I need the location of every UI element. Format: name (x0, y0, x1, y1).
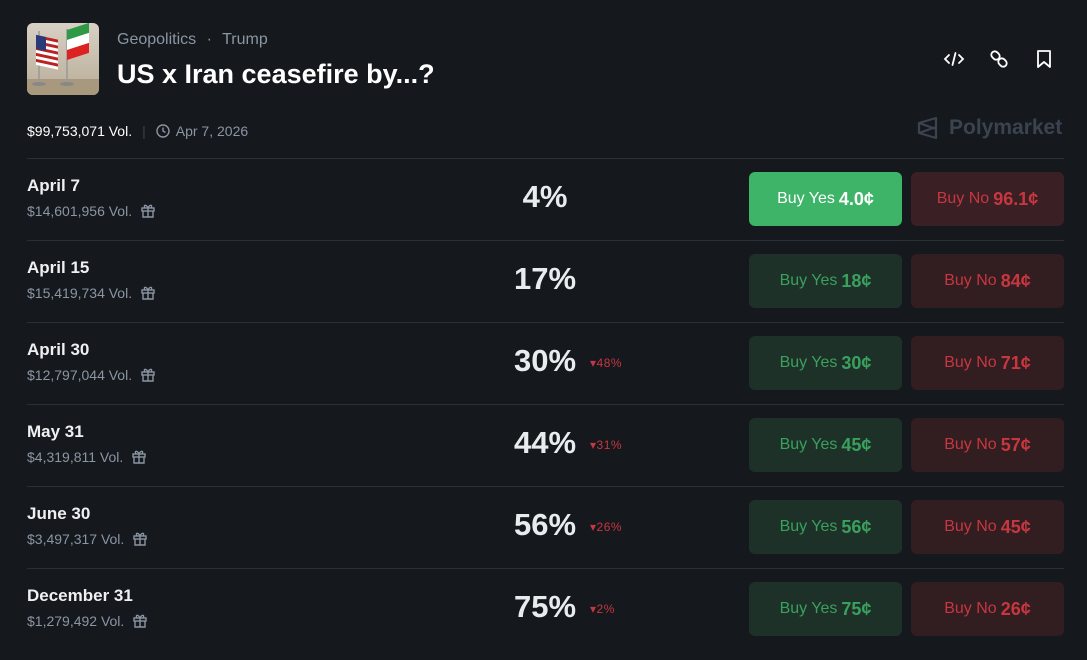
yes-price: 30¢ (841, 352, 872, 373)
divider: | (142, 123, 146, 139)
breadcrumb: Geopolitics · Trump (117, 31, 268, 49)
probability: 56% (513, 507, 577, 542)
polymarket-logo: Polymarket (916, 116, 1062, 140)
no-price: 96.1¢ (993, 188, 1039, 209)
volume-text: $3,497,317 Vol. (27, 531, 125, 547)
gift-icon[interactable] (140, 367, 156, 383)
market-image (27, 23, 99, 95)
no-price: 26¢ (1000, 598, 1031, 619)
tag-link[interactable]: Trump (222, 31, 268, 48)
buy-yes-button[interactable]: Buy Yes 75¢ (749, 582, 902, 636)
volume-text: $1,279,492 Vol. (27, 613, 125, 629)
no-price: 84¢ (1000, 270, 1031, 291)
buy-yes-button[interactable]: Buy Yes 45¢ (749, 418, 902, 472)
clock-icon (156, 124, 170, 138)
buy-yes-button[interactable]: Buy Yes 4.0¢ (749, 172, 902, 226)
buy-no-label: Buy No (944, 354, 997, 371)
buy-yes-label: Buy Yes (779, 354, 838, 371)
gift-icon[interactable] (140, 285, 156, 301)
market-volume: $1,279,492 Vol. (27, 613, 148, 629)
yes-price: 56¢ (841, 516, 872, 537)
total-volume: $99,753,071 Vol. (27, 123, 133, 139)
end-date: Apr 7, 2026 (156, 123, 248, 139)
buy-yes-label: Buy Yes (779, 272, 838, 289)
yes-price: 75¢ (841, 598, 872, 619)
volume-text: $14,601,956 Vol. (27, 203, 133, 219)
buy-no-label: Buy No (944, 600, 997, 617)
volume-text: $12,797,044 Vol. (27, 367, 133, 383)
link-icon[interactable] (988, 48, 1010, 70)
buy-yes-label: Buy Yes (777, 190, 835, 207)
gift-icon[interactable] (131, 449, 147, 465)
market-volume: $14,601,956 Vol. (27, 203, 156, 219)
category-link[interactable]: Geopolitics (117, 31, 197, 48)
change-indicator: ▾48% (590, 356, 623, 370)
change-indicator: ▾26% (590, 520, 623, 534)
buy-no-button[interactable]: Buy No 96.1¢ (911, 172, 1064, 226)
polymarket-logo-icon (917, 116, 938, 140)
volume-text: $15,419,734 Vol. (27, 285, 133, 301)
buy-no-button[interactable]: Buy No 26¢ (911, 582, 1064, 636)
buy-yes-label: Buy Yes (779, 518, 838, 535)
market-volume: $3,497,317 Vol. (27, 531, 148, 547)
probability: 17% (513, 261, 577, 296)
no-price: 57¢ (1000, 434, 1031, 455)
market-volume: $12,797,044 Vol. (27, 367, 156, 383)
market-name: April 15 (27, 258, 90, 277)
probability: 4% (522, 179, 568, 214)
probability: 75% (513, 589, 577, 624)
buy-no-button[interactable]: Buy No 84¢ (911, 254, 1064, 308)
buy-no-label: Buy No (936, 190, 990, 207)
market-volume: $4,319,811 Vol. (27, 449, 147, 465)
market-name: April 30 (27, 340, 90, 359)
market-row[interactable]: May 31 $4,319,811 Vol. 44% ▾31% Buy Yes 4… (27, 404, 1064, 486)
buy-yes-button[interactable]: Buy Yes 18¢ (749, 254, 902, 308)
gift-icon[interactable] (132, 613, 148, 629)
no-price: 45¢ (1000, 516, 1031, 537)
probability: 30% (513, 343, 577, 378)
page-title: US x Iran ceasefire by...? (117, 59, 435, 89)
buy-no-button[interactable]: Buy No 45¢ (911, 500, 1064, 554)
change-indicator: ▾2% (590, 602, 615, 616)
yes-price: 4.0¢ (838, 188, 874, 209)
buy-no-button[interactable]: Buy No 71¢ (911, 336, 1064, 390)
embed-code-icon[interactable] (943, 48, 965, 70)
bookmark-icon[interactable] (1033, 48, 1055, 70)
buy-no-label: Buy No (944, 436, 997, 453)
market-name: December 31 (27, 586, 133, 605)
market-name: April 7 (27, 176, 80, 195)
change-indicator: ▾31% (590, 438, 623, 452)
yes-price: 18¢ (841, 270, 872, 291)
buy-yes-button[interactable]: Buy Yes 30¢ (749, 336, 902, 390)
market-name: June 30 (27, 504, 91, 523)
market-volume: $15,419,734 Vol. (27, 285, 156, 301)
market-row[interactable]: April 15 $15,419,734 Vol. 17% Buy Yes 18¢… (27, 240, 1064, 322)
market-row[interactable]: April 30 $12,797,044 Vol. 30% ▾48% Buy Y… (27, 322, 1064, 404)
market-name: May 31 (27, 422, 84, 441)
separator: · (206, 31, 212, 48)
buy-yes-button[interactable]: Buy Yes 56¢ (749, 500, 902, 554)
buy-no-button[interactable]: Buy No 57¢ (911, 418, 1064, 472)
buy-no-label: Buy No (944, 272, 997, 289)
yes-price: 45¢ (841, 434, 872, 455)
gift-icon[interactable] (140, 203, 156, 219)
buy-yes-label: Buy Yes (779, 600, 838, 617)
buy-no-label: Buy No (944, 518, 997, 535)
market-row[interactable]: April 7 $14,601,956 Vol. 4% Buy Yes 4.0¢ … (27, 158, 1064, 240)
volume-text: $4,319,811 Vol. (27, 449, 124, 465)
market-meta: $99,753,071 Vol. | Apr 7, 2026 (27, 123, 248, 139)
probability: 44% (513, 425, 577, 460)
market-row[interactable]: December 31 $1,279,492 Vol. 75% ▾2% Buy … (27, 568, 1064, 650)
market-row[interactable]: June 30 $3,497,317 Vol. 56% ▾26% Buy Yes… (27, 486, 1064, 568)
no-price: 71¢ (1000, 352, 1031, 373)
brand-name: Polymarket (949, 116, 1063, 139)
date-text: Apr 7, 2026 (175, 123, 249, 139)
buy-yes-label: Buy Yes (779, 436, 838, 453)
gift-icon[interactable] (132, 531, 148, 547)
